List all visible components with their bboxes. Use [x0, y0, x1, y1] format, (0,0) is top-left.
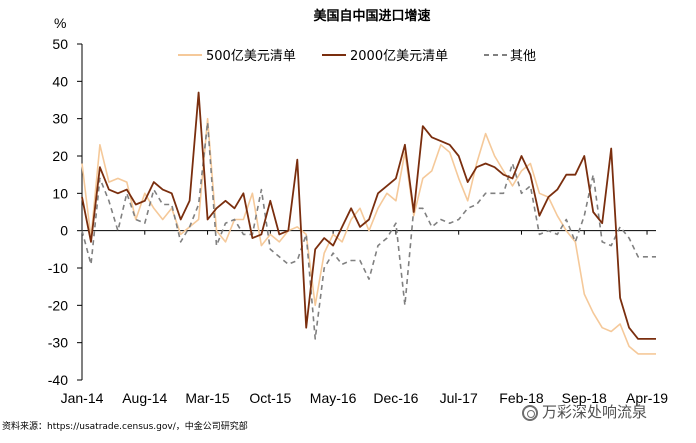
y-tick-label: -20 — [48, 297, 68, 313]
series-line-0 — [81, 117, 656, 355]
chart-title: 美国自中国进口增速 — [313, 8, 430, 24]
x-tick-label: May-16 — [310, 390, 357, 406]
y-axis: -40 -30 -20 -10 0 10 20 30 40 50 — [48, 36, 83, 388]
x-tick-label: Aug-14 — [122, 390, 167, 406]
legend-label-2: 其他 — [510, 49, 536, 64]
series-layer — [81, 91, 656, 355]
x-tick-label: Mar-15 — [185, 390, 230, 406]
y-tick-label: 40 — [52, 73, 68, 89]
y-tick-label: 0 — [60, 223, 68, 239]
series-line-1 — [81, 91, 656, 340]
y-tick-label: -10 — [48, 260, 68, 276]
legend-label-0: 500亿美元清单 — [206, 49, 296, 64]
x-tick-label: Jul-17 — [440, 390, 478, 406]
x-tick-label: Apr-19 — [626, 390, 668, 406]
x-tick-label: Sep-18 — [562, 390, 607, 406]
y-tick-label: -40 — [48, 372, 68, 388]
x-axis: Jan-14 Aug-14 Mar-15 Oct-15 May-16 Dec-16 Jul-… — [61, 230, 668, 406]
y-tick-label: -30 — [48, 335, 68, 351]
y-tick-label: 50 — [52, 36, 68, 52]
wechat-channel-icon — [522, 404, 538, 421]
y-tick-label: 30 — [52, 111, 68, 127]
watermark-text: 万彩深处响流泉 — [542, 403, 648, 421]
watermark: 万彩深处响流泉 — [522, 401, 647, 422]
series-line-2 — [81, 121, 656, 340]
x-tick-label: Feb-18 — [499, 390, 544, 406]
x-tick-label: Jan-14 — [61, 390, 104, 406]
source-note: 资料来源：https://usatrade.census.gov/，中金公司研究… — [2, 422, 248, 432]
y-tick-label: 10 — [52, 185, 68, 201]
y-axis-unit: % — [54, 15, 66, 31]
x-tick-label: Oct-15 — [249, 390, 291, 406]
legend-label-1: 2000亿美元清单 — [350, 49, 448, 64]
legend: 500亿美元清单 2000亿美元清单 其他 — [178, 49, 536, 64]
x-tick-label: Dec-16 — [373, 390, 418, 406]
y-tick-label: 20 — [52, 148, 68, 164]
